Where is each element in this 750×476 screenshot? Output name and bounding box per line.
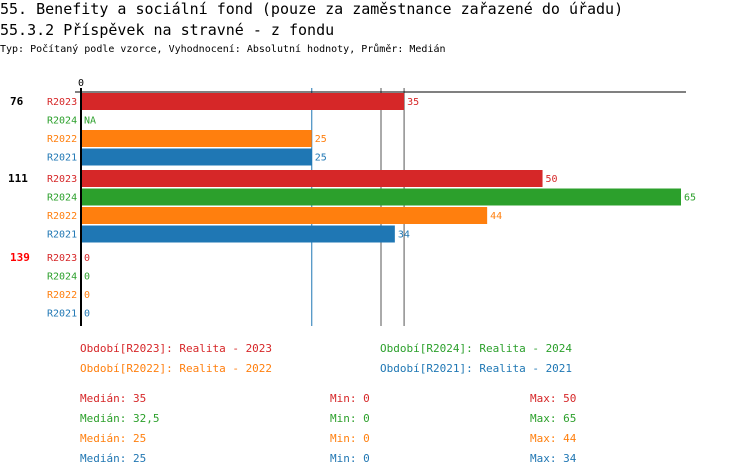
stat-max: Max: 44 bbox=[530, 432, 577, 445]
stat-median: Medián: 25 bbox=[80, 452, 147, 465]
value-label: NA bbox=[84, 116, 96, 127]
group-label: 139 bbox=[10, 251, 30, 264]
chart-subtitle: 55.3.2 Příspěvek na stravné - z fondu bbox=[0, 21, 335, 39]
series-label: R2024 bbox=[47, 193, 77, 204]
bar bbox=[81, 207, 488, 224]
stat-median: Medián: 32,5 bbox=[80, 412, 160, 425]
series-label: R2023 bbox=[47, 253, 77, 264]
legend-item: Období[R2021]: Realita - 2021 bbox=[380, 362, 573, 375]
series-label: R2022 bbox=[47, 134, 77, 145]
x-tick-label: 0 bbox=[78, 78, 84, 89]
series-label: R2021 bbox=[47, 153, 77, 164]
series-label: R2024 bbox=[47, 116, 77, 127]
chart-description: Typ: Počítaný podle vzorce, Vyhodnocení:… bbox=[0, 44, 446, 55]
value-label: 50 bbox=[546, 174, 558, 185]
stat-min: Min: 0 bbox=[330, 392, 370, 405]
value-label: 0 bbox=[84, 272, 90, 283]
stat-median: Medián: 25 bbox=[80, 432, 147, 445]
legend-item: Období[R2023]: Realita - 2023 bbox=[80, 342, 273, 355]
stat-max: Max: 50 bbox=[530, 392, 577, 405]
legend-item: Období[R2024]: Realita - 2024 bbox=[380, 342, 573, 355]
value-label: 44 bbox=[490, 211, 502, 222]
value-label: 25 bbox=[315, 153, 327, 164]
stat-min: Min: 0 bbox=[330, 452, 370, 465]
value-label: 65 bbox=[684, 193, 696, 204]
stat-median: Medián: 35 bbox=[80, 392, 147, 405]
group-label: 76 bbox=[10, 95, 24, 108]
series-label: R2022 bbox=[47, 211, 77, 222]
series-label: R2024 bbox=[47, 272, 77, 283]
stat-max: Max: 34 bbox=[530, 452, 577, 465]
group-label: 111 bbox=[8, 172, 28, 185]
bar bbox=[81, 148, 312, 166]
series-label: R2022 bbox=[47, 290, 77, 301]
value-label: 25 bbox=[315, 134, 327, 145]
stat-min: Min: 0 bbox=[330, 432, 370, 445]
bar bbox=[81, 225, 395, 243]
bar bbox=[81, 170, 543, 187]
series-label: R2021 bbox=[47, 230, 77, 241]
legend-item: Období[R2022]: Realita - 2022 bbox=[80, 362, 273, 375]
series-label: R2023 bbox=[47, 97, 77, 108]
bar bbox=[81, 188, 681, 206]
bar bbox=[81, 93, 405, 110]
value-label: 0 bbox=[84, 290, 90, 301]
series-label: R2021 bbox=[47, 309, 77, 320]
value-label: 0 bbox=[84, 309, 90, 320]
value-label: 0 bbox=[84, 253, 90, 264]
stat-min: Min: 0 bbox=[330, 412, 370, 425]
value-label: 35 bbox=[407, 97, 419, 108]
value-label: 34 bbox=[398, 230, 410, 241]
stat-max: Max: 65 bbox=[530, 412, 577, 425]
series-label: R2023 bbox=[47, 174, 77, 185]
page-title: 55. Benefity a sociální fond (pouze za z… bbox=[0, 0, 624, 18]
bar bbox=[81, 130, 312, 147]
